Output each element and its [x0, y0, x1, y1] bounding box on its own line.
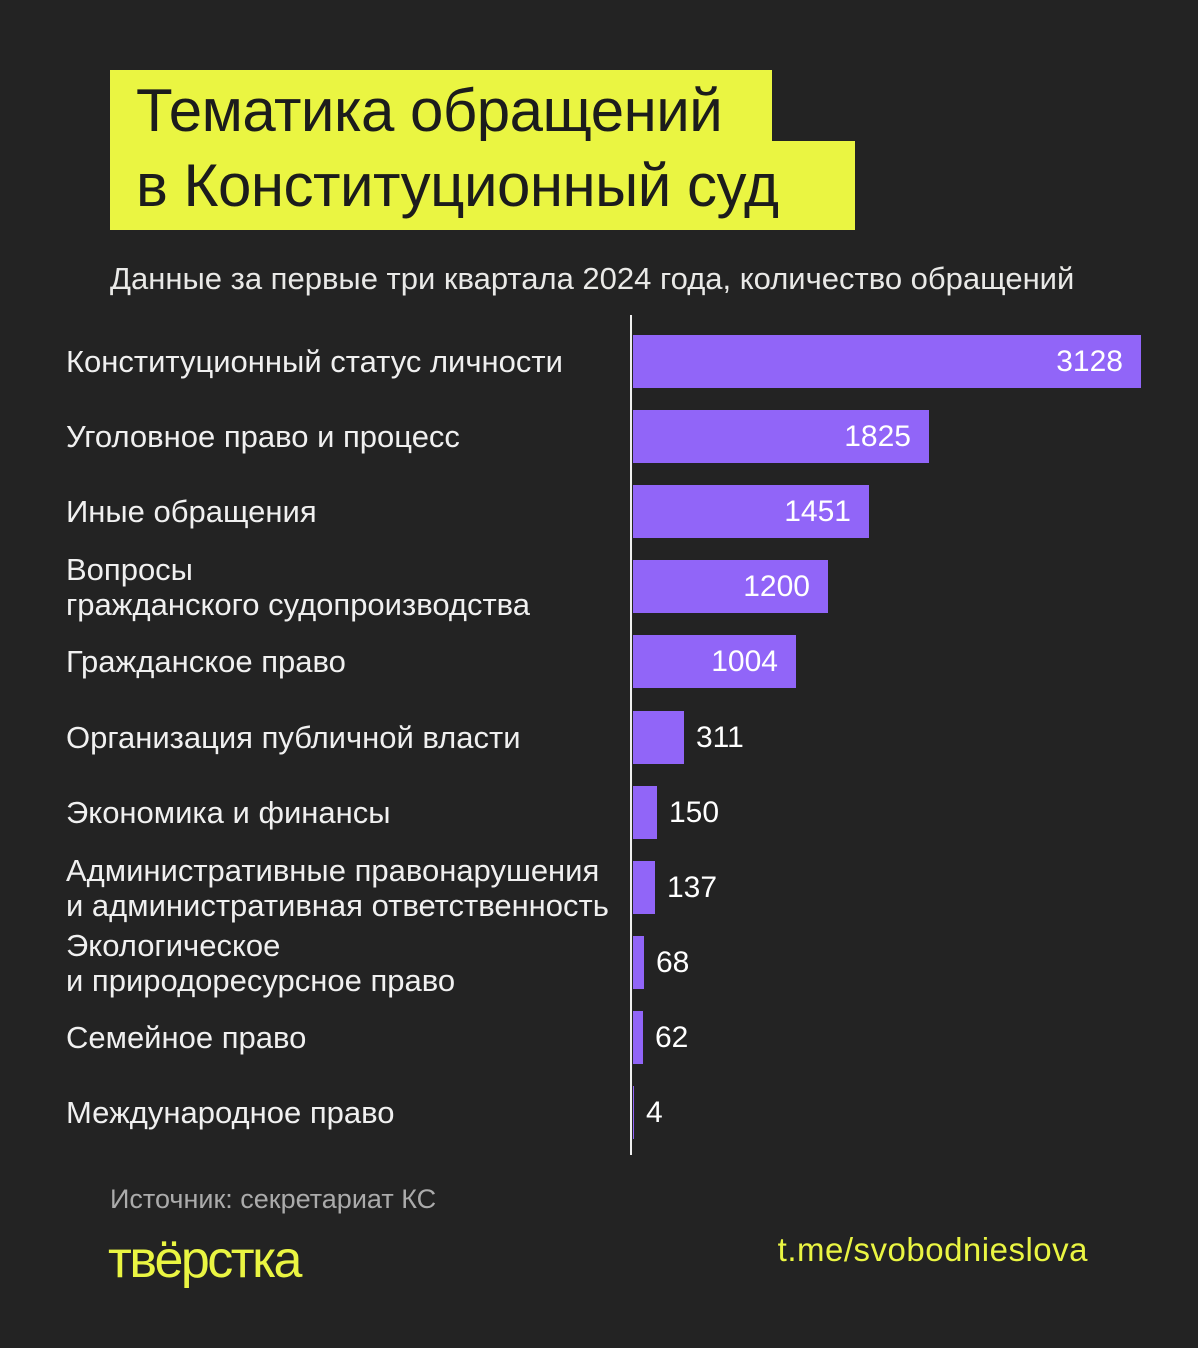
- bar-category-label: Гражданское право: [66, 644, 346, 679]
- bar-row: Иные обращения 1451: [0, 485, 1198, 538]
- bar-row: Вопросы гражданского судопроизводства 1200: [0, 551, 1198, 622]
- bar-category-label: Конституционный статус личности: [66, 344, 563, 379]
- bar-row: Международное право 4: [0, 1086, 1198, 1139]
- bar-value: 68: [656, 945, 690, 979]
- bar-row: Уголовное право и процесс 1825: [0, 410, 1198, 463]
- bar-row: Конституционный статус личности 3128: [0, 335, 1198, 388]
- bar-value: 311: [696, 720, 744, 754]
- verstka-logo: твёрстка: [108, 1231, 302, 1289]
- bar-category-label: Вопросы гражданского судопроизводства: [66, 551, 531, 622]
- bar-value: 1004: [711, 644, 778, 678]
- bar: [633, 1086, 634, 1139]
- bar: [633, 711, 684, 764]
- bar-row: Организация публичной власти 311: [0, 711, 1198, 764]
- bar-row: Гражданское право 1004: [0, 635, 1198, 688]
- source-note: Источник: секретариат КС: [110, 1184, 437, 1214]
- telegram-link: t.me/svobodnieslova: [777, 1231, 1088, 1268]
- bar: [633, 1011, 643, 1064]
- bar-value: 150: [669, 795, 720, 829]
- bar-value: 62: [655, 1020, 689, 1054]
- bar-category-label: Экологическое и природоресурсное право: [66, 927, 456, 998]
- title-highlight-line2: в Конституционный суд: [110, 141, 855, 230]
- chart-subtitle: Данные за первые три квартала 2024 года,…: [110, 261, 1075, 296]
- bar-row: Экономика и финансы 150: [0, 786, 1198, 839]
- bar-value: 4: [646, 1095, 663, 1129]
- axis-baseline: [630, 315, 632, 1155]
- title-highlight-line1: Тематика обращений: [110, 70, 772, 150]
- bar: [633, 635, 796, 688]
- bar-category-label: Уголовное право и процесс: [66, 419, 460, 454]
- bar-category-label: Семейное право: [66, 1020, 307, 1055]
- page-title-line2: в Конституционный суд: [136, 152, 779, 219]
- bar-category-label: Иные обращения: [66, 494, 317, 529]
- bar: [633, 861, 655, 914]
- bar: [633, 335, 1141, 388]
- bar-value: 3128: [1056, 344, 1123, 378]
- bar-value: 1825: [844, 419, 911, 453]
- bar-row: Семейное право 62: [0, 1011, 1198, 1064]
- bar-row: Экологическое и природоресурсное право 68: [0, 927, 1198, 998]
- bar: [633, 786, 657, 839]
- bar: [633, 485, 869, 538]
- bar-value: 1200: [743, 569, 810, 603]
- bar: [633, 560, 828, 613]
- bar-category-label: Организация публичной власти: [66, 720, 521, 755]
- bar-row: Административные правонарушения и админис…: [0, 852, 1198, 923]
- bar: [633, 936, 644, 989]
- bar: [633, 410, 929, 463]
- bar-category-label: Экономика и финансы: [66, 795, 391, 830]
- page-title-line1: Тематика обращений: [136, 76, 723, 144]
- bar-value: 1451: [784, 494, 851, 528]
- bar-value: 137: [667, 870, 718, 904]
- bar-category-label: Международное право: [66, 1095, 395, 1130]
- bar-category-label: Административные правонарушения и админис…: [66, 852, 609, 923]
